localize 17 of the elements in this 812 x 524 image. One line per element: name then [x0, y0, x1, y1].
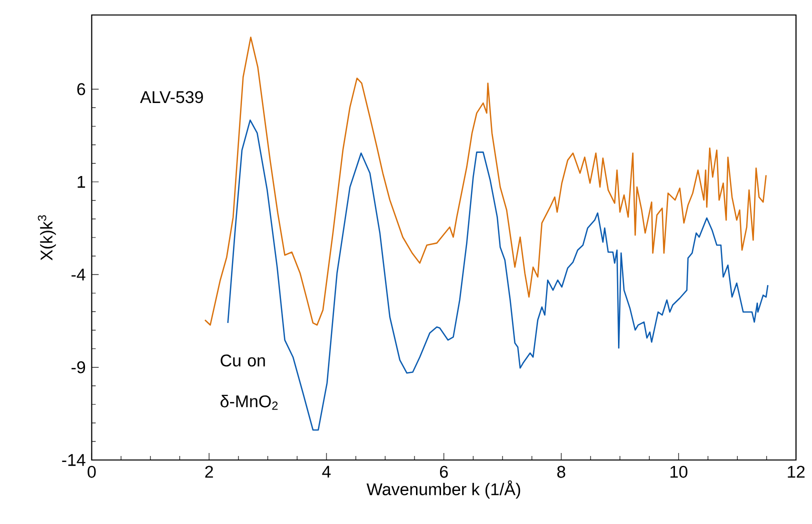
x-tick-label: 10 [670, 466, 688, 478]
x-axis-title: Wavenumber k (1/Å) [366, 480, 520, 499]
x-tick-label: 2 [205, 466, 213, 478]
y-tick-label: -14 [62, 454, 86, 466]
y-tick-label: -4 [72, 268, 86, 280]
y-tick-label: -9 [72, 361, 86, 374]
y-tick-label: 6 [77, 83, 86, 96]
x-tick-label: 0 [88, 466, 96, 478]
x-tick-label: 6 [440, 466, 448, 478]
y-tick-label: 1 [78, 176, 86, 188]
text: ALV-539 [140, 91, 203, 104]
x-tick-label: 8 [557, 466, 566, 478]
x-tick-label: 4 [322, 466, 331, 478]
y-axis-title: X(k)k$^{3}$ [38, 215, 56, 260]
line-series [204, 36, 767, 326]
x-tick-label: 12 [788, 466, 805, 478]
text: Cu on δ-MnO$_{2}$ [220, 354, 278, 410]
